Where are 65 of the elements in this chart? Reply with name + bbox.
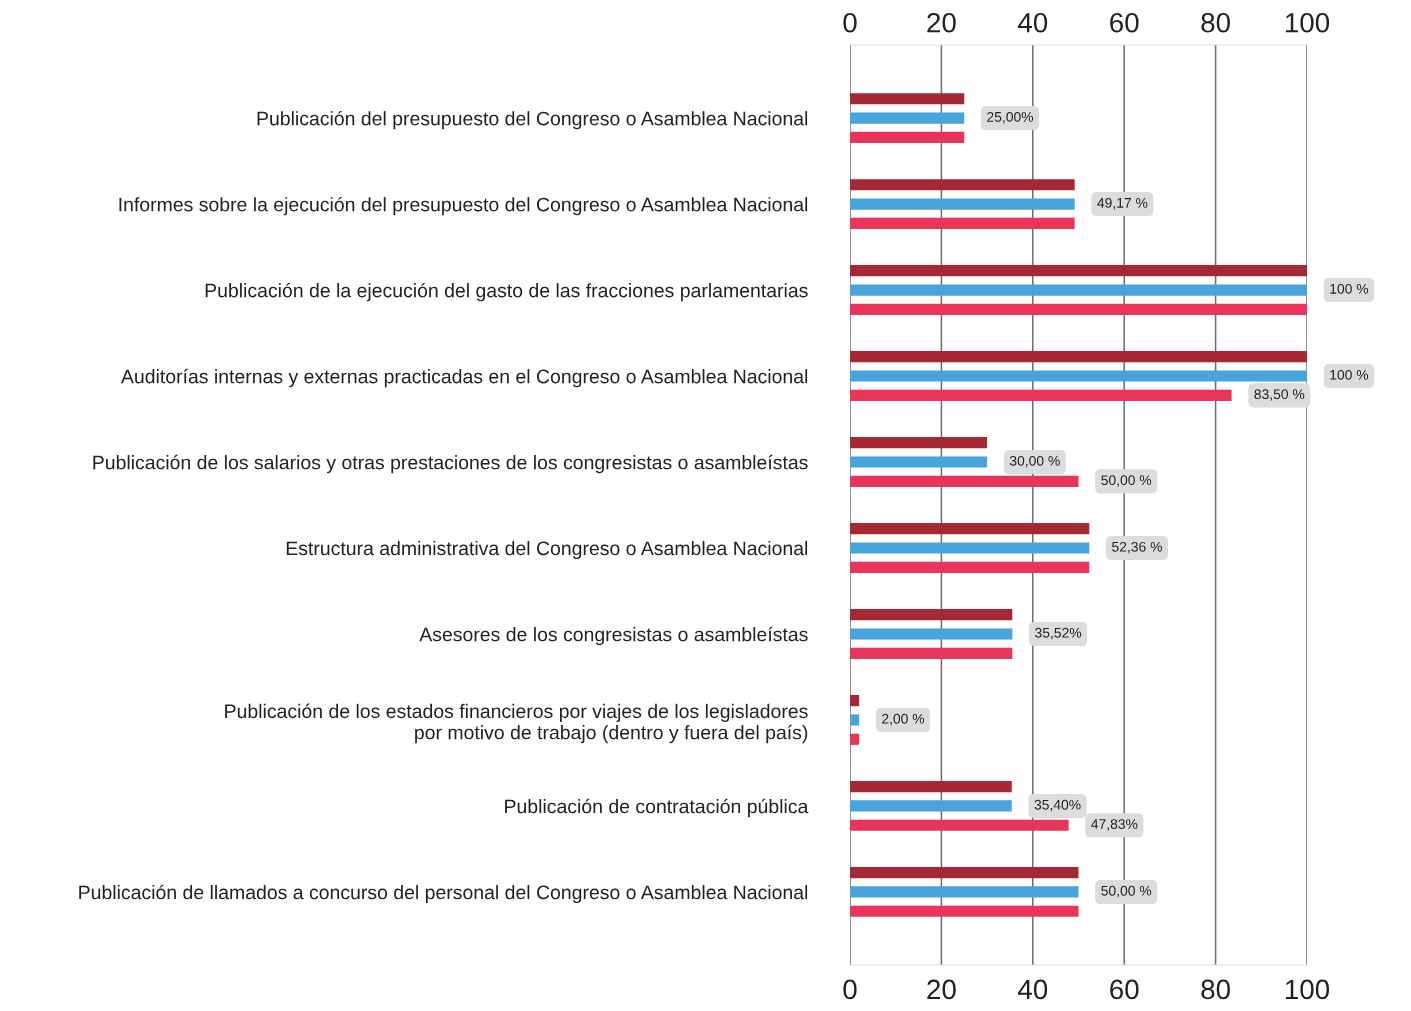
data-label: 49,17 % (1097, 197, 1148, 210)
y-tick-label: Publicación de la ejecución del gasto de las fracciones parlamentarias (205, 282, 808, 302)
data-label: 2,00 % (882, 713, 925, 726)
x-tick-label: 40 (1017, 979, 1048, 1000)
bar (850, 800, 1012, 812)
bar (850, 284, 1307, 296)
data-label: 35,40% (1034, 799, 1081, 812)
bar (850, 886, 1079, 898)
bar (850, 542, 1090, 554)
x-tick-label: 100 (1285, 979, 1330, 1000)
bar (850, 905, 1079, 917)
y-tick-label: Publicación de llamados a concurso del personal del Congreso o Asamblea Nacional (79, 884, 808, 904)
bar (850, 112, 965, 124)
bar (850, 609, 1013, 621)
data-label: 50,00 % (1101, 885, 1152, 898)
bar (850, 179, 1075, 191)
bar (850, 475, 1079, 487)
data-label: 100 % (1330, 283, 1369, 294)
y-tick-label: Informes sobre la ejecución del presupuesto del Congreso o Asamblea Nacional (119, 196, 808, 216)
bar (850, 647, 1013, 659)
bar (850, 93, 965, 105)
data-label: 25,00% (987, 111, 1034, 124)
y-tick-label: Publicación de los estados financieros por viajes de los legisladores por motivo de trabajo (dentro y fuera del país) (225, 703, 808, 744)
bar (850, 866, 1079, 879)
bar (850, 819, 1069, 831)
x2-tick-label: 60 (1110, 12, 1139, 33)
bar (850, 628, 1013, 640)
bar (850, 714, 860, 726)
data-label: 35,52% (1035, 627, 1082, 640)
bar (850, 437, 988, 449)
x-tick-label: 80 (1201, 979, 1230, 1000)
bar (850, 198, 1075, 210)
x-tick-label: 0 (843, 979, 857, 1000)
x-tick-label: 20 (927, 979, 956, 1000)
bar (850, 217, 1075, 229)
x-tick-label: 60 (1110, 979, 1139, 1000)
bar (850, 303, 1307, 315)
data-label: 100 % (1330, 369, 1369, 380)
bar (850, 265, 1307, 277)
data-label: 47,83% (1091, 819, 1138, 831)
bar (850, 131, 965, 144)
y-tick-label: Publicación de contratación pública (505, 798, 809, 818)
bar (850, 781, 1012, 793)
bar (850, 695, 860, 707)
y-tick-label: Asesores de los congresistas o asambleístas (419, 626, 808, 646)
bar (850, 561, 1090, 573)
bar (850, 351, 1307, 363)
bar (850, 370, 1307, 382)
data-label: 52,36 % (1112, 541, 1162, 554)
y-tick-label: Publicación de los salarios y otras prestaciones de los congresistas o asambleístas (93, 454, 808, 474)
bar (850, 389, 1232, 401)
bar (850, 456, 988, 468)
x2-tick-label: 80 (1201, 12, 1230, 33)
bar (850, 523, 1090, 535)
y-tick-label: Auditorías internas y externas practicadas en el Congreso o Asamblea Nacional (120, 368, 808, 388)
y-tick-label: Publicación del presupuesto del Congreso o Asamblea Nacional (257, 110, 808, 130)
x2-tick-label: 40 (1017, 12, 1048, 33)
data-label: 83,50 % (1254, 389, 1305, 401)
x2-tick-label: 20 (927, 12, 956, 33)
data-label: 30,00 % (1009, 455, 1060, 468)
y-tick-label: Estructura administrativa del Congreso o Asamblea Nacional (286, 540, 808, 560)
bar (850, 733, 860, 745)
x2-tick-label: 0 (843, 12, 857, 33)
data-label: 50,00 % (1101, 475, 1152, 487)
x2-tick-label: 100 (1285, 12, 1330, 33)
